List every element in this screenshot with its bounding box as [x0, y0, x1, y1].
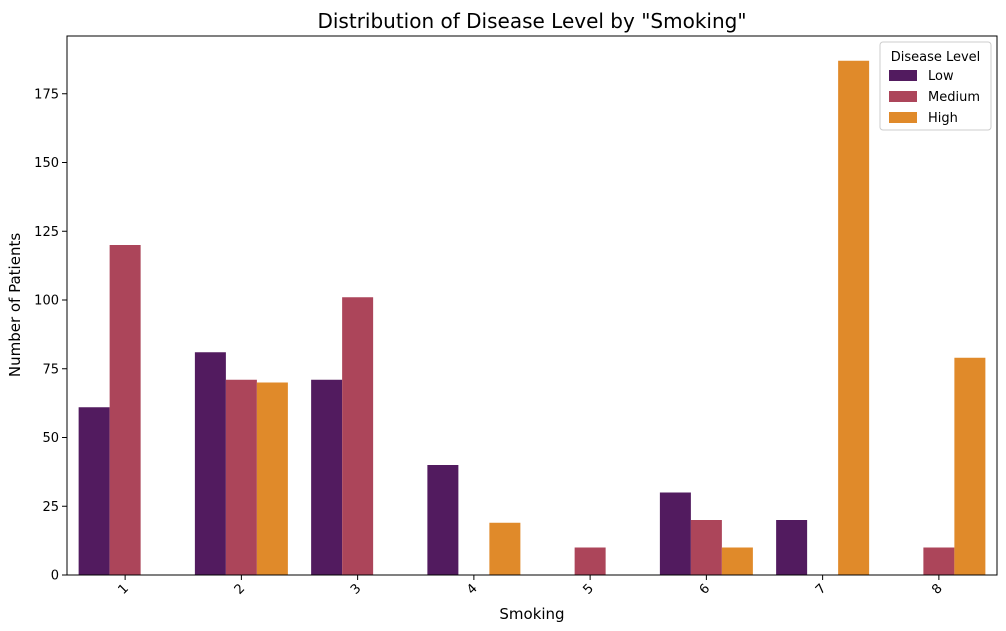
y-tick-label-125: 125 [34, 225, 59, 240]
x-tick-label-3: 3 [348, 581, 364, 597]
bar-low-1 [78, 407, 110, 575]
x-tick-label-4: 4 [464, 581, 480, 597]
legend-title: Disease Level [891, 50, 981, 65]
bar-low-3 [311, 379, 343, 575]
legend-swatch-low [889, 70, 917, 81]
bar-high-6 [721, 547, 753, 575]
legend-swatch-medium [889, 91, 917, 102]
x-tick-label-8: 8 [929, 581, 945, 597]
y-tick-label-0: 0 [51, 569, 59, 584]
bar-low-7 [776, 520, 808, 575]
y-tick-label-25: 25 [42, 500, 59, 515]
bar-medium-8 [923, 547, 955, 575]
chart-title: Distribution of Disease Level by "Smokin… [317, 9, 746, 33]
bar-medium-2 [225, 379, 257, 575]
y-tick-label-175: 175 [34, 87, 59, 102]
plot-frame [66, 35, 998, 576]
x-tick-label-7: 7 [813, 581, 829, 597]
bar-low-4 [427, 465, 459, 575]
legend-label-low: Low [928, 69, 954, 84]
legend-box [879, 41, 992, 131]
bar-high-2 [256, 382, 288, 575]
y-axis-label: Number of Patients [6, 233, 24, 377]
bar-low-6 [659, 492, 691, 575]
bar-high-7 [838, 60, 870, 575]
x-tick-label-6: 6 [697, 581, 713, 597]
legend-swatch-high [889, 112, 917, 123]
legend-label-medium: Medium [928, 90, 980, 105]
y-tick-label-100: 100 [34, 294, 59, 309]
bar-medium-6 [690, 520, 722, 575]
legend-label-high: High [928, 111, 958, 126]
bar-medium-3 [342, 297, 374, 575]
x-tick-label-2: 2 [232, 581, 248, 597]
x-tick-label-1: 1 [115, 581, 131, 597]
y-tick-label-75: 75 [42, 362, 59, 377]
bar-high-4 [489, 522, 521, 575]
x-axis-label: Smoking [499, 605, 564, 623]
y-tick-label-50: 50 [42, 431, 59, 446]
x-tick-label-5: 5 [580, 581, 596, 597]
legend: Disease Level Low Medium High [879, 41, 992, 131]
bar-medium-1 [109, 245, 141, 575]
y-tick-label-150: 150 [34, 156, 59, 171]
plot-area: 0 25 50 75 100 125 150 175 1 2 3 4 5 6 7 8 [34, 35, 998, 598]
bar-medium-5 [574, 547, 606, 575]
bar-high-8 [954, 357, 986, 575]
bar-low-2 [194, 352, 226, 575]
